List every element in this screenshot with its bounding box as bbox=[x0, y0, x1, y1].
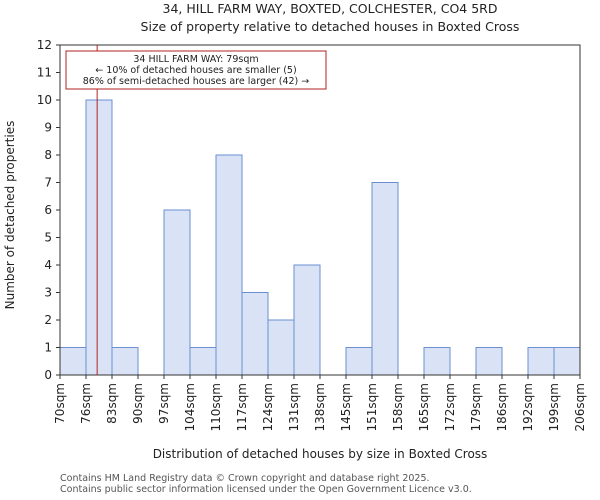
y-tick-label: 11 bbox=[37, 66, 52, 80]
bars-group bbox=[59, 99, 581, 376]
chart-subtitle: Size of property relative to detached ho… bbox=[141, 19, 520, 34]
x-tick-label: 90sqm bbox=[131, 383, 145, 424]
bar-117sqm bbox=[241, 292, 269, 376]
x-tick-label: 165sqm bbox=[417, 383, 431, 431]
y-tick-label: 10 bbox=[37, 93, 52, 107]
x-axis-label: Distribution of detached houses by size … bbox=[153, 447, 488, 461]
footer-line-1: Contains HM Land Registry data © Crown c… bbox=[60, 473, 430, 484]
y-tick-label: 0 bbox=[44, 368, 52, 382]
y-tick-label: 12 bbox=[37, 38, 52, 52]
y-axis-label: Number of detached properties bbox=[3, 121, 17, 310]
y-tick-label: 4 bbox=[44, 258, 52, 272]
x-tick-label: 70sqm bbox=[53, 383, 67, 424]
y-tick-label: 7 bbox=[44, 176, 52, 190]
annotation-line-1: 34 HILL FARM WAY: 79sqm bbox=[133, 54, 258, 65]
bar-97sqm bbox=[163, 209, 191, 376]
bar-151sqm bbox=[371, 182, 399, 376]
x-tick-label: 158sqm bbox=[391, 383, 405, 431]
bar-192sqm bbox=[527, 347, 555, 376]
x-tick-label: 179sqm bbox=[469, 383, 483, 431]
x-tick-label: 192sqm bbox=[521, 383, 535, 431]
bar-76sqm bbox=[85, 99, 113, 376]
bar-110sqm bbox=[215, 154, 243, 376]
bar-124sqm bbox=[267, 319, 295, 376]
bar-83sqm bbox=[111, 347, 139, 376]
x-tick-label: 104sqm bbox=[183, 383, 197, 431]
x-tick-label: 83sqm bbox=[105, 383, 119, 424]
plot-frame bbox=[59, 44, 581, 376]
y-tick-label: 8 bbox=[44, 148, 52, 162]
x-tick-label: 76sqm bbox=[79, 383, 93, 424]
x-tick-label: 138sqm bbox=[313, 383, 327, 431]
bar-104sqm bbox=[189, 347, 217, 376]
y-tick-label: 3 bbox=[44, 286, 52, 300]
bar-145sqm bbox=[345, 347, 373, 376]
annotation-line-2: ← 10% of detached houses are smaller (5) bbox=[95, 65, 296, 76]
x-tick-label: 151sqm bbox=[365, 383, 379, 431]
chart-title: 34, HILL FARM WAY, BOXTED, COLCHESTER, C… bbox=[163, 1, 498, 16]
y-tick-label: 9 bbox=[44, 121, 52, 135]
bar-165sqm bbox=[423, 347, 451, 376]
y-tick-label: 1 bbox=[44, 341, 52, 355]
annotation-frame bbox=[65, 50, 327, 90]
bar-179sqm bbox=[475, 347, 503, 376]
bar-70sqm bbox=[59, 347, 87, 376]
x-tick-label: 199sqm bbox=[547, 383, 561, 431]
x-tick-label: 172sqm bbox=[443, 383, 457, 431]
annotation-box: 34 HILL FARM WAY: 79sqm ← 10% of detache… bbox=[65, 50, 327, 90]
x-tick-label: 97sqm bbox=[157, 383, 171, 424]
x-axis-ticks: 70sqm 76sqm 83sqm 90sqm 97sqm 104sqm 110sqm 117… bbox=[53, 375, 587, 431]
y-tick-label: 6 bbox=[44, 203, 52, 217]
x-tick-label: 131sqm bbox=[287, 383, 301, 431]
x-tick-label: 124sqm bbox=[261, 383, 275, 431]
bar-131sqm bbox=[293, 264, 321, 376]
bar-199sqm bbox=[553, 347, 581, 376]
x-tick-label: 186sqm bbox=[495, 383, 509, 431]
x-tick-label: 206sqm bbox=[573, 383, 587, 431]
annotation-line-3: 86% of semi-detached houses are larger (… bbox=[83, 76, 310, 87]
x-tick-label: 145sqm bbox=[339, 383, 353, 431]
y-tick-label: 2 bbox=[44, 313, 52, 327]
footer-line-2: Contains public sector information licen… bbox=[60, 484, 472, 495]
x-tick-label: 110sqm bbox=[209, 383, 223, 431]
x-tick-label: 117sqm bbox=[235, 383, 249, 431]
y-tick-label: 5 bbox=[44, 231, 52, 245]
